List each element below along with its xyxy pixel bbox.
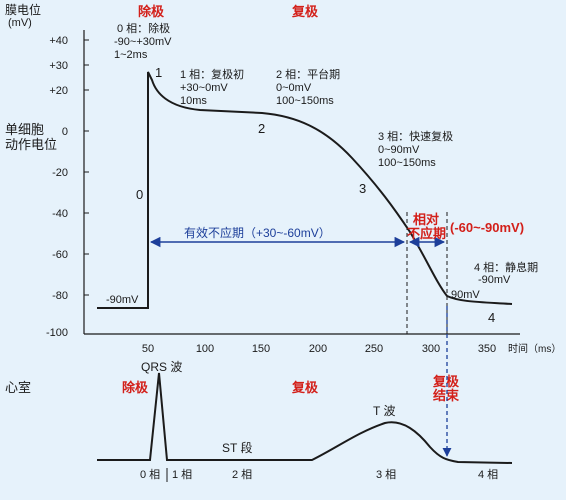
y-axis-unit: (mV) bbox=[8, 17, 32, 29]
phase-num-0: 0 bbox=[136, 187, 143, 202]
resting-potential-right: 90mV bbox=[451, 289, 480, 301]
repolarization-end-label-2: 结束 bbox=[433, 388, 460, 403]
qrs-wave-label: QRS 波 bbox=[141, 360, 182, 374]
effective-refractory-label: 有效不应期（+30~-60mV） bbox=[184, 225, 331, 240]
header-depolarization: 除极 bbox=[138, 4, 165, 19]
phase2-time: 100~150ms bbox=[276, 95, 334, 107]
phase3-range: 0~90mV bbox=[378, 144, 420, 156]
relative-refractory-label-1: 相对 bbox=[413, 212, 439, 227]
x-axis-unit: 时间（ms） bbox=[508, 342, 561, 355]
phase1-title: 1 相：复极初 bbox=[180, 67, 244, 81]
x-tick: 150 bbox=[252, 343, 270, 355]
x-tick: 100 bbox=[196, 343, 214, 355]
relative-refractory-range: (-60~-90mV) bbox=[450, 220, 524, 235]
x-tick: 50 bbox=[142, 343, 154, 355]
y-tick: 0 bbox=[62, 126, 68, 138]
ecg-phase-1: 1 相 bbox=[172, 468, 192, 481]
y-tick: +40 bbox=[49, 35, 68, 47]
y-tick: -20 bbox=[52, 167, 68, 179]
phase3-time: 100~150ms bbox=[378, 157, 436, 169]
phase2-range: 0~0mV bbox=[276, 82, 312, 94]
y-tick: -100 bbox=[46, 327, 68, 339]
phase0-title: 0 相：除极 bbox=[117, 21, 170, 35]
phase-num-4: 4 bbox=[488, 310, 495, 325]
ecg-depolarization-label: 除极 bbox=[122, 380, 149, 395]
phase1-time: 10ms bbox=[180, 95, 207, 107]
st-segment-label: ST 段 bbox=[222, 440, 252, 455]
repolarization-end-label-1: 复极 bbox=[432, 374, 460, 389]
phase3-title: 3 相：快速复极 bbox=[378, 129, 453, 143]
ecg-repolarization-label: 复极 bbox=[291, 380, 319, 395]
phase1-range: +30~0mV bbox=[180, 82, 228, 94]
ecg-phase-2: 2 相 bbox=[232, 468, 252, 481]
ecg-phase-4: 4 相 bbox=[478, 468, 498, 481]
x-tick: 300 bbox=[422, 343, 440, 355]
side-label-line1: 单细胞 bbox=[5, 122, 44, 137]
x-tick: 250 bbox=[365, 343, 383, 355]
phase4-range: -90mV bbox=[478, 274, 511, 286]
y-tick: +20 bbox=[49, 85, 68, 97]
phase4-title: 4 相：静息期 bbox=[474, 260, 538, 274]
phase-num-2: 2 bbox=[258, 121, 265, 136]
y-tick-marks bbox=[84, 39, 89, 296]
y-tick: -40 bbox=[52, 208, 68, 220]
ecg-phase-0: 0 相 bbox=[140, 468, 160, 481]
resting-potential-left: -90mV bbox=[106, 294, 139, 306]
phase0-range: -90~+30mV bbox=[114, 36, 172, 48]
ventricle-label: 心室 bbox=[5, 380, 31, 395]
x-tick: 350 bbox=[478, 343, 496, 355]
phase-num-1: 1 bbox=[155, 65, 162, 80]
ecg-waveform bbox=[97, 372, 513, 464]
header-repolarization: 复极 bbox=[291, 4, 319, 19]
ecg-phase-3: 3 相 bbox=[376, 468, 396, 481]
y-tick: -60 bbox=[52, 249, 68, 261]
phase2-title: 2 相：平台期 bbox=[276, 67, 340, 81]
y-axis-title: 膜电位 bbox=[5, 2, 41, 17]
side-label-line2: 动作电位 bbox=[5, 137, 57, 152]
relative-refractory-label-2: 不应期 bbox=[407, 226, 446, 241]
x-tick: 200 bbox=[309, 343, 327, 355]
phase0-time: 1~2ms bbox=[114, 49, 148, 61]
t-wave-label: T 波 bbox=[373, 404, 395, 418]
phase-num-3: 3 bbox=[359, 181, 366, 196]
y-tick: -80 bbox=[52, 290, 68, 302]
action-potential-curve bbox=[97, 71, 513, 309]
y-tick: +30 bbox=[49, 60, 68, 72]
